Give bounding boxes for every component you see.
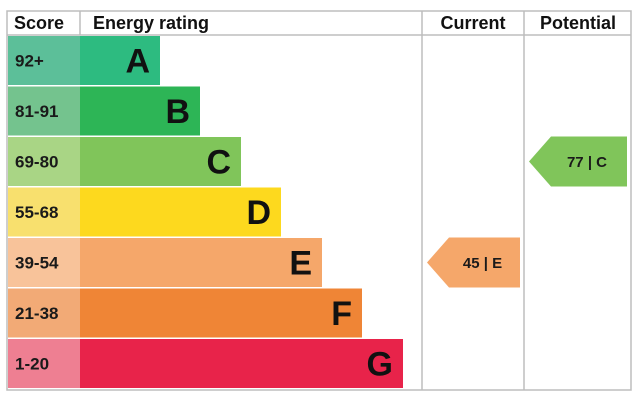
chart-grid (6, 10, 632, 391)
potential-arrow (529, 136, 627, 187)
score-label-g: 1-20 (15, 355, 49, 374)
rating-bar-c (80, 137, 241, 186)
potential-rating-label: 77 | C (567, 154, 607, 171)
rating-bar-a (80, 36, 160, 85)
score-cell-d (8, 187, 80, 237)
rating-bar-e (80, 238, 322, 287)
rating-letter-f: F (331, 295, 352, 333)
rating-letter-c: C (206, 144, 231, 182)
rating-letter-b: B (165, 93, 190, 131)
rating-bar-f (80, 288, 362, 338)
score-cell-f (8, 288, 80, 338)
header-current: Current (440, 13, 505, 33)
score-label-d: 55-68 (15, 203, 58, 222)
header-energy-rating: Energy rating (93, 13, 209, 33)
chart-border (6, 10, 632, 391)
score-cell-g (8, 339, 80, 388)
rating-bands: 92+ A 81-91 B 69-80 C 55-68 D 39-54 E 21-38 F 1-20 G (8, 36, 403, 388)
rating-letter-d: D (246, 194, 271, 232)
score-cell-c (8, 137, 80, 186)
rating-letter-e: E (289, 245, 312, 283)
score-cell-e (8, 238, 80, 287)
rating-arrows: 45 | E 77 | C (427, 136, 627, 288)
rating-bar-g (80, 339, 403, 388)
score-label-a: 92+ (15, 52, 44, 71)
score-cell-a (8, 36, 80, 85)
score-cell-b (8, 86, 80, 136)
score-label-b: 81-91 (15, 102, 58, 121)
score-label-f: 21-38 (15, 304, 58, 323)
rating-bar-b (80, 86, 200, 136)
score-label-c: 69-80 (15, 153, 58, 172)
score-label-e: 39-54 (15, 254, 59, 273)
current-rating-label: 45 | E (463, 255, 502, 272)
current-arrow (427, 237, 520, 288)
rating-letter-a: A (125, 43, 150, 81)
header-score: Score (14, 13, 64, 33)
rating-letter-g: G (367, 346, 393, 384)
header-potential: Potential (540, 13, 616, 33)
rating-bar-d (80, 187, 281, 237)
